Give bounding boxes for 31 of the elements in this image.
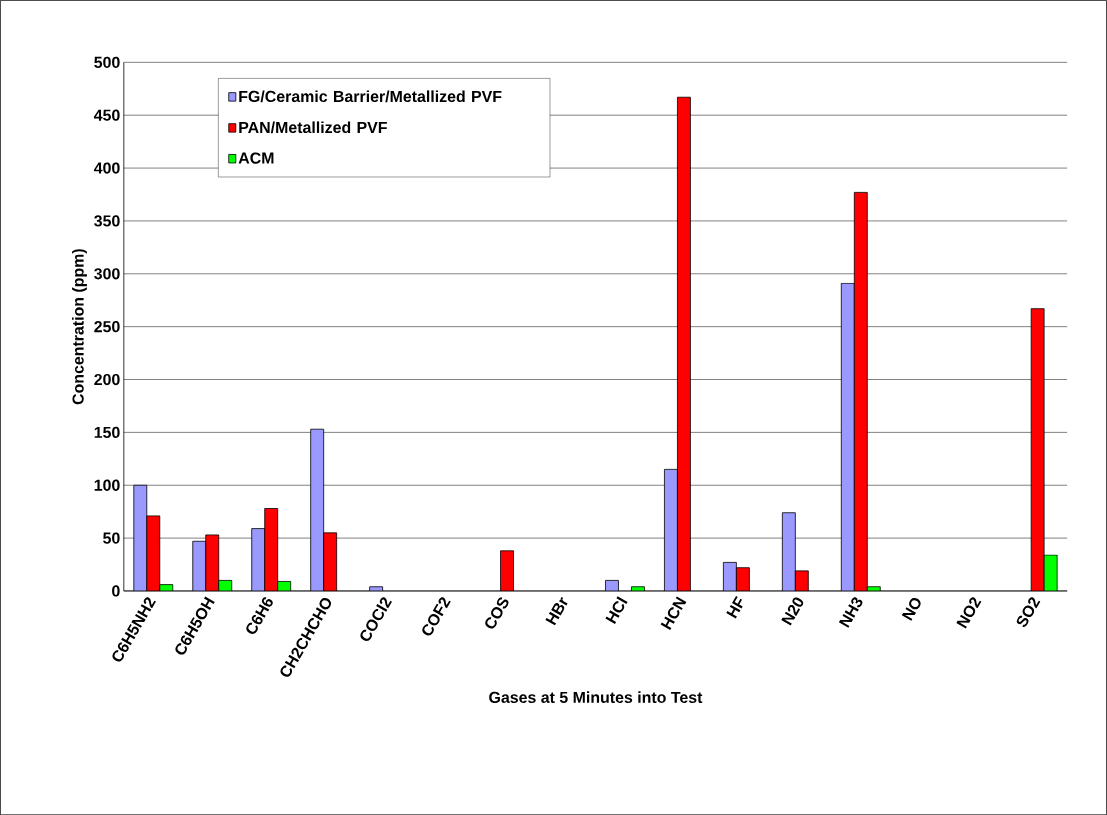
bar: [146, 515, 160, 591]
x-tick-label: NO: [901, 597, 921, 621]
y-tick-label: 200: [94, 373, 120, 386]
bar: [500, 550, 514, 591]
y-tick-label: 150: [94, 426, 120, 438]
y-tick-label: 500: [94, 56, 120, 68]
y-tick-label: 350: [94, 215, 120, 227]
bar: [323, 532, 337, 591]
x-tick-label: HF: [726, 595, 743, 619]
y-tick-label: 250: [94, 320, 120, 333]
y-tick-label: 400: [93, 162, 120, 174]
x-axis-title: Gases at 5 Minutes into Test: [489, 691, 703, 703]
y-tick-label: 450: [93, 109, 120, 121]
bar: [677, 97, 691, 591]
y-tick-label: 50: [103, 532, 120, 544]
y-axis-title: Concentration (ppm): [72, 249, 87, 405]
legend-label: FG/Ceramic Barrier/Metallized PVF: [239, 90, 502, 103]
bar: [264, 508, 278, 591]
bar: [840, 282, 855, 591]
bar: [854, 192, 868, 591]
legend-label: PAN/Metallized PVF: [239, 121, 387, 134]
bar: [310, 429, 324, 591]
bar: [251, 528, 265, 591]
bar: [133, 485, 147, 591]
bar: [1030, 308, 1045, 591]
bar: [664, 469, 678, 591]
y-tick-label: 300: [94, 268, 120, 280]
legend-label: ACM: [238, 152, 274, 164]
y-tick-label: 100: [94, 479, 120, 491]
y-tick-label: 0: [112, 585, 120, 597]
bar: [782, 512, 796, 591]
